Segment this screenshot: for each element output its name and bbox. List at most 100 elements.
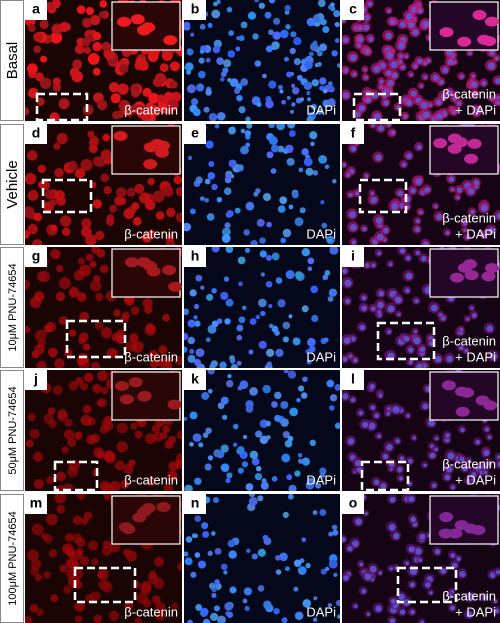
nucleus <box>383 88 388 93</box>
cell <box>61 446 69 454</box>
cell <box>100 327 112 339</box>
nucleus <box>262 192 272 202</box>
nucleus <box>404 54 409 59</box>
cell <box>99 264 109 274</box>
panel-letter-box <box>25 370 47 390</box>
nucleus <box>320 473 326 478</box>
cell <box>94 230 105 241</box>
cell <box>83 343 91 351</box>
cell <box>136 108 147 119</box>
panel-bg <box>184 494 340 623</box>
nucleus <box>248 349 254 355</box>
nucleus <box>496 455 500 459</box>
cell <box>108 82 120 93</box>
nucleus <box>328 81 333 87</box>
nucleus <box>205 89 212 96</box>
nucleus <box>445 433 450 438</box>
nucleus <box>342 163 347 167</box>
nucleus <box>223 276 230 282</box>
cell <box>63 429 75 440</box>
nucleus <box>197 560 207 569</box>
nucleus <box>211 320 219 328</box>
cell <box>97 370 109 382</box>
inset-cell <box>114 381 129 392</box>
cell <box>116 441 128 453</box>
cell <box>29 428 40 439</box>
nucleus <box>259 250 267 258</box>
nucleus <box>268 124 275 129</box>
nucleus <box>377 251 382 256</box>
cell <box>76 5 86 14</box>
nucleus <box>304 60 313 70</box>
nucleus <box>235 46 241 52</box>
cell <box>163 483 174 491</box>
nucleus <box>184 346 188 353</box>
nucleus <box>366 612 371 616</box>
nucleus <box>222 414 228 420</box>
nucleus <box>265 420 271 427</box>
nucleus <box>405 561 409 566</box>
nucleus <box>446 465 453 473</box>
nucleus <box>347 546 353 552</box>
cell <box>103 450 115 462</box>
cell <box>36 97 45 106</box>
nucleus <box>236 334 243 341</box>
nucleus <box>414 298 419 304</box>
cell <box>159 63 169 72</box>
nucleus <box>328 531 334 537</box>
nucleus <box>301 457 310 466</box>
nucleus <box>199 196 205 201</box>
nucleus <box>467 188 475 195</box>
nucleus <box>236 324 244 332</box>
cell <box>113 309 121 317</box>
cell <box>46 476 55 485</box>
nucleus <box>466 478 471 484</box>
cell <box>54 168 64 178</box>
nucleus <box>238 281 243 287</box>
nucleus <box>397 312 401 317</box>
cell <box>101 41 112 52</box>
panel-letter-box <box>25 247 47 267</box>
zoom-region <box>73 566 137 604</box>
nucleus <box>219 619 225 623</box>
nucleus <box>294 217 304 227</box>
nucleus <box>494 56 499 61</box>
nucleus <box>275 277 283 284</box>
cell <box>148 573 159 585</box>
nucleus <box>419 346 426 352</box>
cell <box>56 471 66 482</box>
cell <box>50 31 63 44</box>
inset-cell <box>433 138 448 149</box>
nucleus <box>456 187 463 193</box>
cell <box>29 604 39 613</box>
cell <box>155 601 166 612</box>
nucleus <box>195 604 203 611</box>
cell <box>103 494 113 501</box>
nucleus <box>281 99 286 105</box>
nucleus <box>227 50 236 58</box>
nucleus <box>240 78 249 86</box>
nucleus <box>294 271 303 279</box>
nucleus <box>343 337 351 344</box>
nucleus <box>226 6 233 13</box>
cell <box>34 329 47 342</box>
nucleus <box>289 407 299 417</box>
nucleus <box>209 363 216 368</box>
nucleus <box>395 439 400 444</box>
nucleus <box>389 496 396 503</box>
cell <box>94 321 104 330</box>
channel-label: DAPi <box>306 226 336 241</box>
cell <box>87 540 99 551</box>
cell <box>173 175 182 185</box>
cell <box>171 602 179 610</box>
nucleus <box>236 164 244 172</box>
cell <box>105 217 115 226</box>
nucleus <box>343 575 349 581</box>
nucleus <box>354 111 361 118</box>
micrograph <box>184 0 340 121</box>
nucleus <box>351 240 356 245</box>
panel-letter-box <box>184 494 206 514</box>
inset-cell <box>455 386 470 397</box>
nucleus <box>403 336 410 342</box>
cell <box>60 215 72 227</box>
